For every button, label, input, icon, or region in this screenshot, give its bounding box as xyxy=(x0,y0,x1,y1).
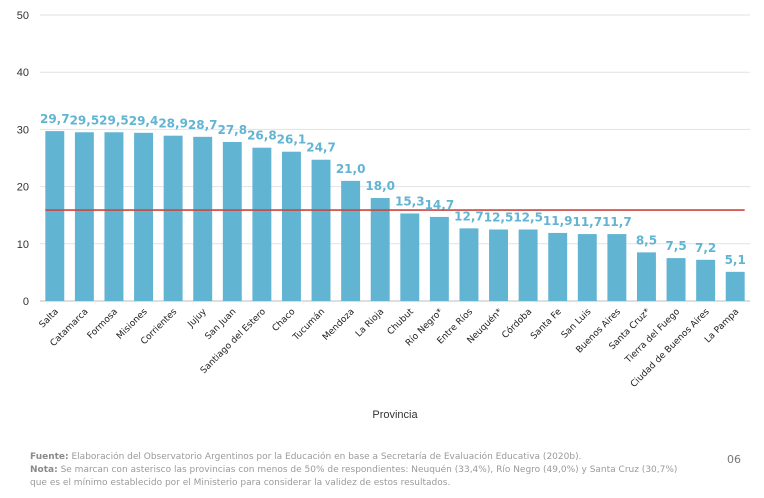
chart-notes: Fuente: Elaboración del Observatorio Arg… xyxy=(30,451,690,490)
bar xyxy=(341,180,361,301)
x-axis-label: Provincia xyxy=(372,409,418,421)
data-label: 29,5 xyxy=(70,113,100,127)
bar xyxy=(636,252,656,301)
data-label: 18,0 xyxy=(365,179,395,193)
data-label: 28,7 xyxy=(188,118,218,132)
y-tick-label: 0 xyxy=(23,296,29,308)
bar xyxy=(281,151,301,301)
bar xyxy=(489,229,509,301)
bar xyxy=(400,213,420,301)
bar xyxy=(193,136,213,301)
data-label: 12,7 xyxy=(454,209,484,223)
data-label: 15,3 xyxy=(395,194,425,208)
data-label: 26,1 xyxy=(277,133,307,147)
data-label: 11,9 xyxy=(543,214,573,228)
bar xyxy=(74,132,94,301)
x-tick-label: Mendoza xyxy=(321,307,357,343)
x-tick-label: Santa Fe xyxy=(529,307,564,342)
y-tick-label: 10 xyxy=(17,239,29,251)
x-tick-label: Formosa xyxy=(86,307,120,341)
data-label: 11,7 xyxy=(602,215,632,229)
bar xyxy=(311,159,331,301)
bar xyxy=(104,132,124,301)
x-tick-label: Chaco xyxy=(271,307,298,334)
bar xyxy=(134,132,154,301)
note-continued: que es el mínimo establecido por el Mini… xyxy=(30,478,451,488)
bar xyxy=(577,234,597,301)
page-number: 06 xyxy=(727,453,741,466)
data-label: 29,5 xyxy=(99,113,129,127)
data-label: 21,0 xyxy=(336,162,366,176)
bar xyxy=(429,216,449,301)
bar xyxy=(666,258,686,301)
data-label: 12,5 xyxy=(513,211,543,225)
bar xyxy=(696,259,716,301)
data-label: 26,8 xyxy=(247,129,277,143)
bar xyxy=(607,234,627,301)
bar xyxy=(548,232,568,301)
bar xyxy=(518,229,538,301)
data-label: 5,1 xyxy=(725,253,746,267)
data-label: 7,2 xyxy=(695,241,716,255)
y-axis-ticks: 0 10 20 30 40 50 xyxy=(17,10,29,308)
data-label: 28,9 xyxy=(158,117,188,131)
bar xyxy=(222,141,242,301)
bar xyxy=(370,198,390,301)
data-label: 11,7 xyxy=(572,215,602,229)
data-label: 24,7 xyxy=(306,141,336,155)
data-label: 8,5 xyxy=(636,233,657,247)
bar xyxy=(45,131,65,301)
bars xyxy=(45,131,745,301)
note: Nota: Se marcan con asterisco las provin… xyxy=(30,465,678,475)
x-tick-label: Jujuy xyxy=(186,307,210,331)
bar xyxy=(725,271,745,301)
x-tick-label: Tierra del Fuego xyxy=(623,307,682,366)
data-label: 7,5 xyxy=(665,239,686,253)
y-tick-label: 30 xyxy=(17,124,29,136)
value-labels: 29,7 29,5 29,5 29,4 28,9 28,7 27,8 26,8 26,124,7… xyxy=(40,112,746,267)
y-tick-label: 20 xyxy=(17,182,29,194)
y-tick-label: 50 xyxy=(17,10,29,22)
source-note: Fuente: Elaboración del Observatorio Arg… xyxy=(30,452,582,462)
bar xyxy=(459,228,479,301)
data-label: 29,7 xyxy=(40,112,70,126)
data-label: 29,4 xyxy=(129,114,159,128)
bar xyxy=(252,147,272,301)
x-tick-label: Tucumán xyxy=(291,307,327,343)
data-label: 14,7 xyxy=(425,198,455,212)
bar xyxy=(163,135,183,301)
data-label: 12,5 xyxy=(484,211,514,225)
gridlines xyxy=(40,14,750,302)
data-label: 27,8 xyxy=(217,123,247,137)
x-tick-label: Salta xyxy=(38,307,61,330)
x-tick-label: La Rioja xyxy=(354,307,386,339)
y-tick-label: 40 xyxy=(17,67,29,79)
